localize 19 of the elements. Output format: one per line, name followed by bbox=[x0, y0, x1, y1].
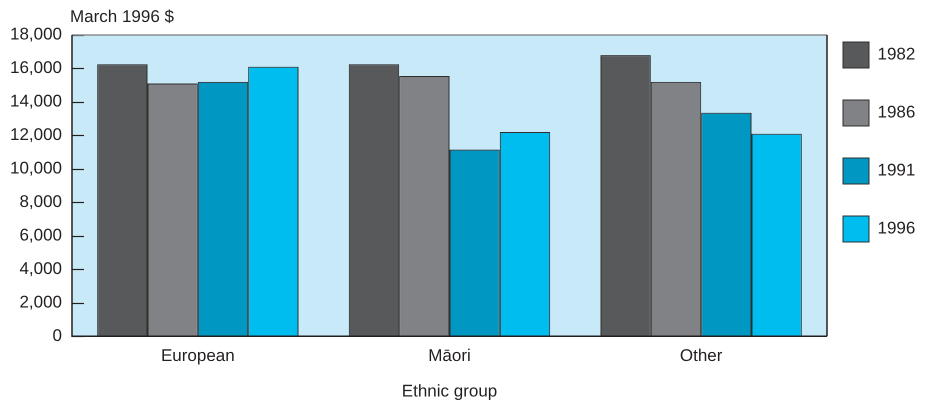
legend-label: 1991 bbox=[878, 160, 916, 180]
y-tick-label: 0 bbox=[52, 326, 62, 345]
y-tick-label: 4,000 bbox=[19, 258, 62, 278]
y-tick-label: 14,000 bbox=[10, 92, 62, 111]
y-tick-label: 18,000 bbox=[10, 24, 62, 44]
y-tick-label: 2,000 bbox=[19, 292, 62, 312]
y-tick-label: 12,000 bbox=[10, 125, 62, 144]
x-tick-label: Māori bbox=[428, 346, 471, 366]
y-tick-label: 16,000 bbox=[10, 58, 62, 78]
legend-label: 1996 bbox=[878, 218, 916, 238]
x-tick-label: Other bbox=[680, 346, 723, 366]
y-axis-title: March 1996 $ bbox=[70, 7, 174, 26]
x-axis-title: Ethnic group bbox=[402, 381, 498, 400]
legend-label: 1986 bbox=[878, 102, 916, 122]
y-tick-label: 8,000 bbox=[19, 192, 62, 212]
legend-label: 1982 bbox=[878, 44, 916, 64]
y-tick-label: 10,000 bbox=[10, 158, 62, 178]
y-tick-label: 6,000 bbox=[19, 225, 62, 244]
x-tick-label: European bbox=[160, 346, 235, 366]
